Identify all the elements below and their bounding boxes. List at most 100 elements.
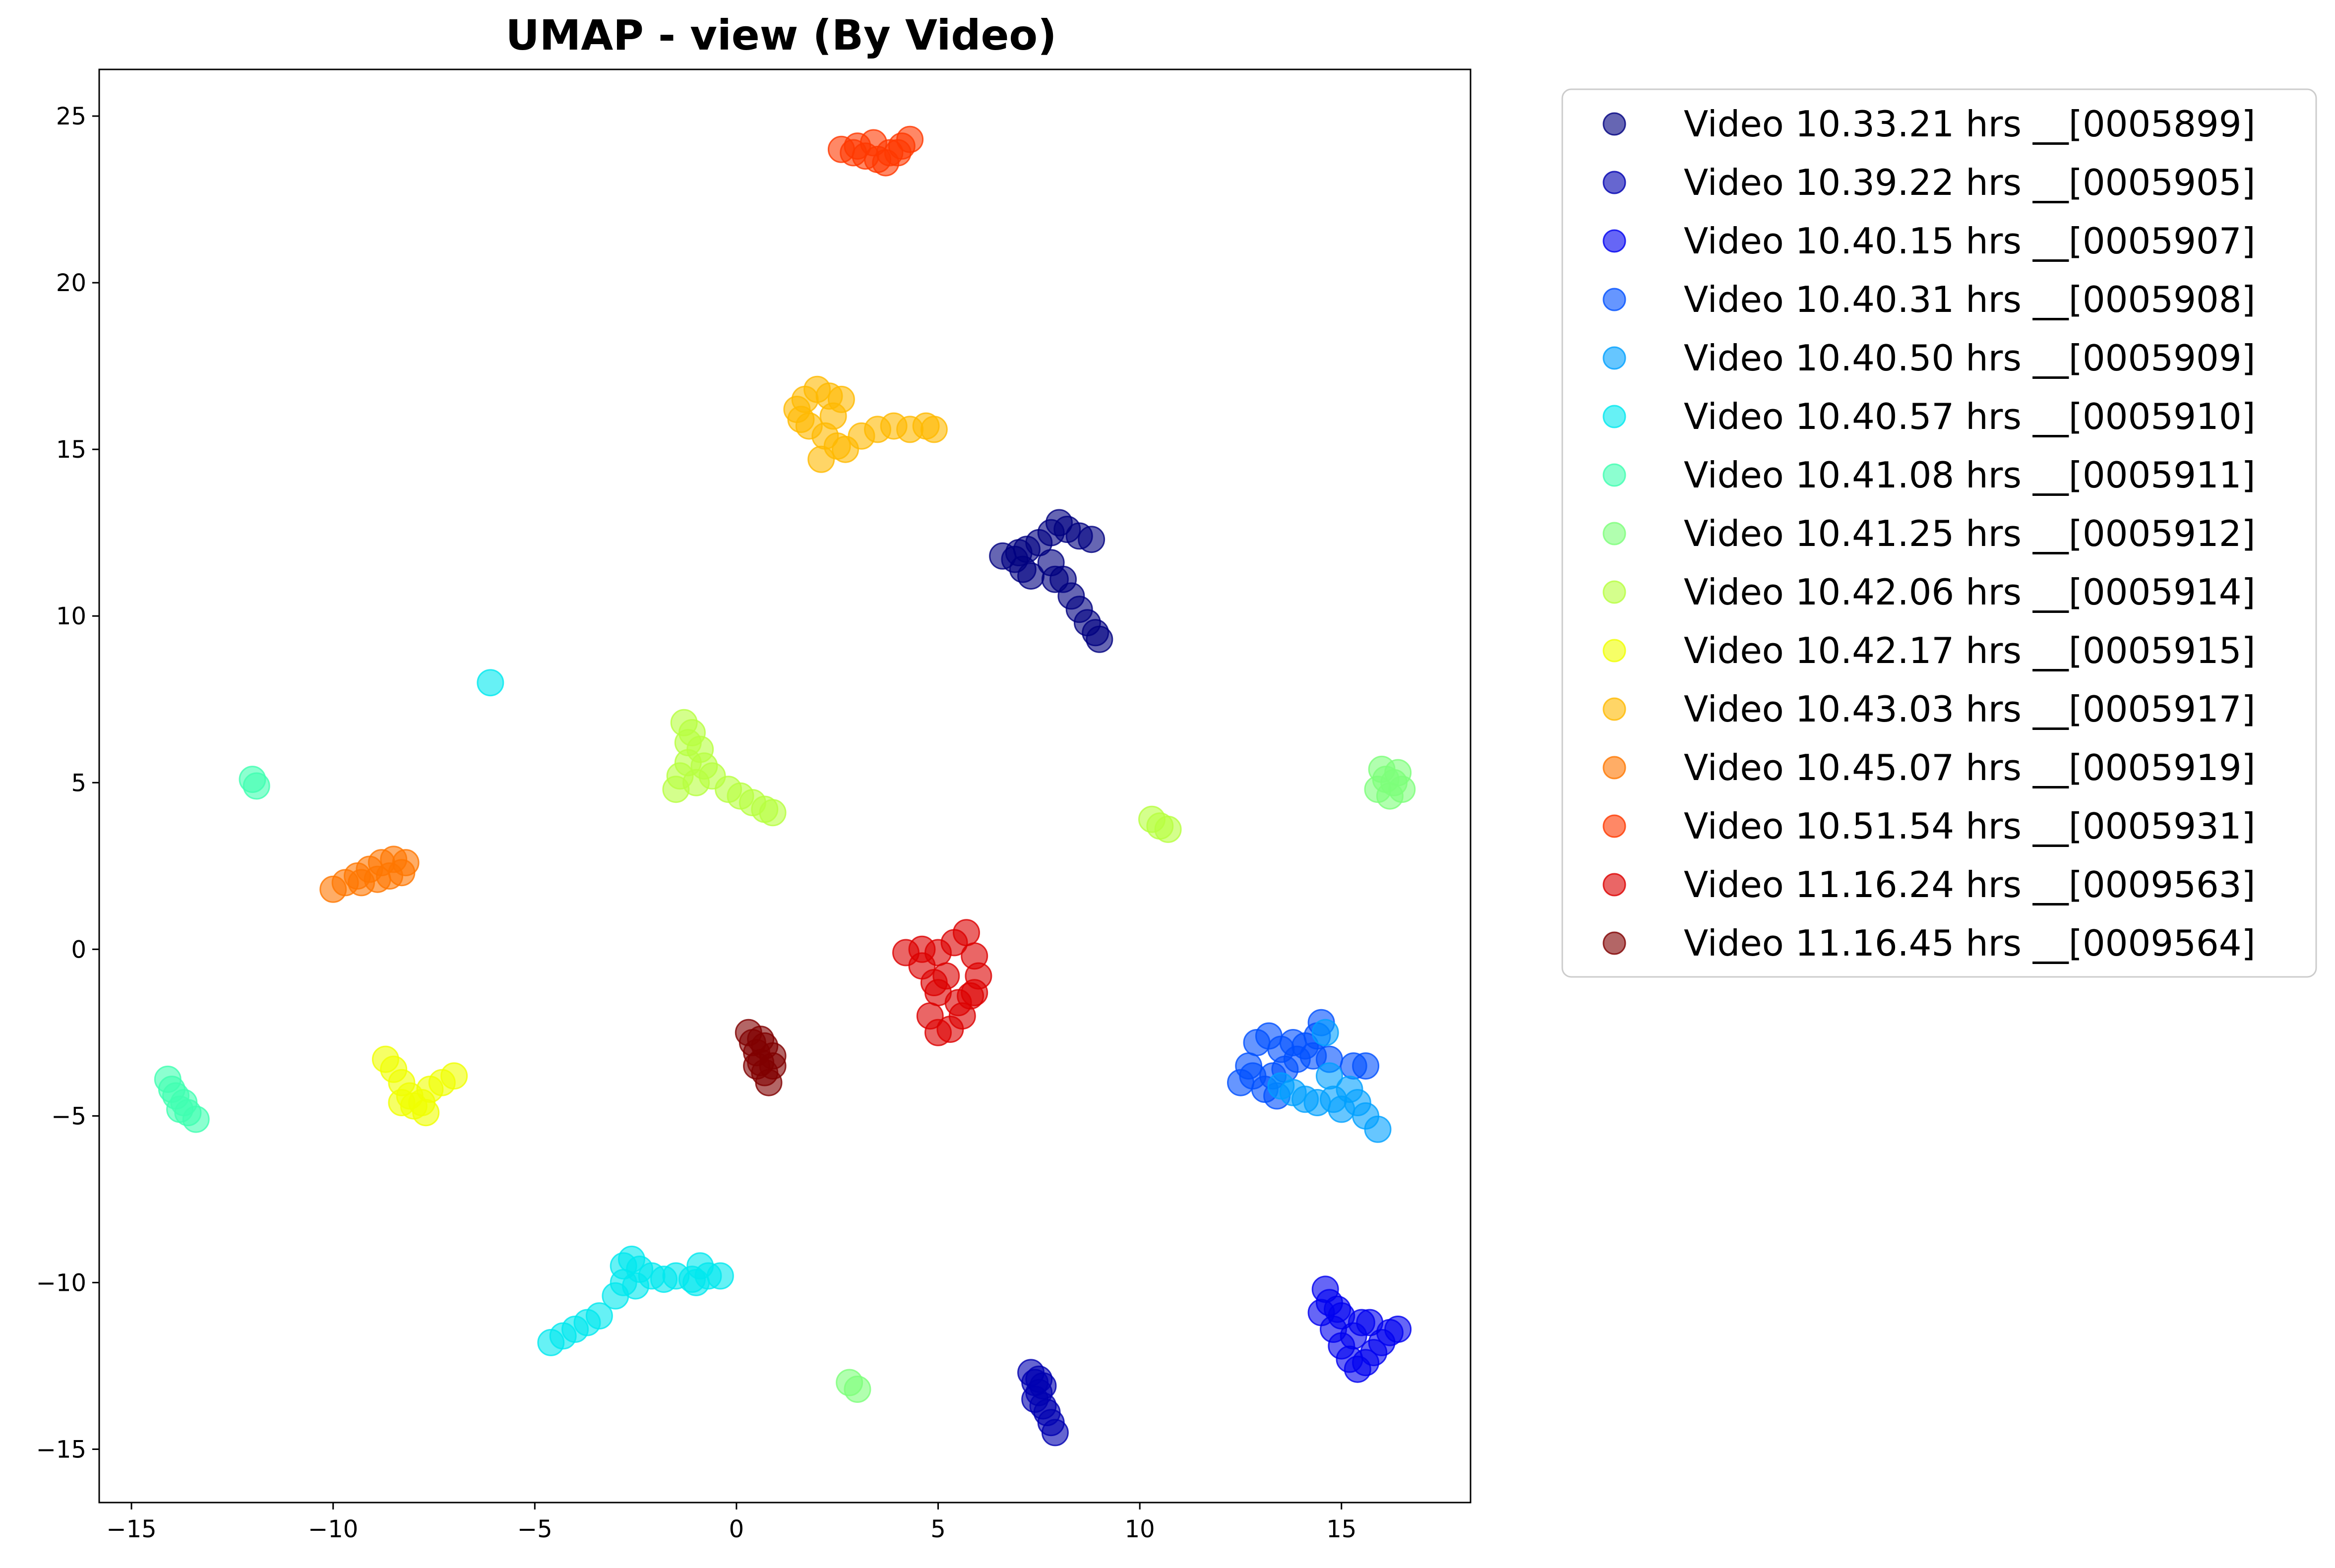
- data-point: [1315, 1062, 1343, 1090]
- series-video-10-45-07-hrs-0005919: [319, 845, 420, 903]
- data-point: [884, 139, 912, 167]
- y-tick-label: 5: [71, 769, 86, 797]
- data-point: [1340, 1322, 1367, 1350]
- legend-label: Video 11.16.24 hrs __[0009563]: [1684, 864, 2256, 905]
- y-tick-label: 15: [56, 436, 86, 464]
- legend-entry: Video 11.16.45 hrs __[0009564]: [1602, 922, 2256, 964]
- data-point: [844, 1376, 871, 1403]
- y-tick-label: 20: [56, 269, 86, 297]
- y-axis-ticks: −15 −10 −5 0 5 10 15 20 25: [36, 103, 99, 1463]
- data-point: [787, 406, 815, 433]
- legend-entry: Video 10.40.50 hrs __[0005909]: [1602, 337, 2256, 379]
- legend-marker: [1602, 580, 1626, 604]
- x-tick-label: −10: [308, 1515, 358, 1543]
- x-tick-label: −5: [517, 1515, 553, 1543]
- series-video-11-16-45-hrs-0009564: [735, 1019, 787, 1096]
- data-point: [1267, 1072, 1295, 1100]
- data-point: [243, 772, 270, 800]
- y-tick-label: −15: [36, 1436, 86, 1463]
- data-point: [682, 1268, 710, 1296]
- x-tick-label: −15: [106, 1515, 156, 1543]
- data-point: [1041, 565, 1069, 593]
- x-tick-label: 0: [729, 1515, 744, 1543]
- series-video-10-43-03-hrs-0005917: [783, 375, 948, 473]
- series-video-10-40-57-hrs-0005910: [477, 669, 734, 1356]
- y-tick-label: 25: [56, 103, 86, 130]
- legend-label: Video 10.51.54 hrs __[0005931]: [1684, 805, 2256, 847]
- data-point: [1352, 1052, 1380, 1080]
- legend-label: Video 10.41.08 hrs __[0005911]: [1684, 454, 2256, 496]
- legend-box: [1561, 88, 2317, 978]
- legend-entry: Video 10.42.06 hrs __[0005914]: [1602, 571, 2256, 613]
- data-point: [819, 402, 847, 430]
- data-point: [166, 1095, 194, 1123]
- data-point: [743, 1052, 771, 1080]
- x-tick-label: 5: [930, 1515, 946, 1543]
- series-video-10-41-08-hrs-0005911: [154, 766, 270, 1133]
- legend-label: Video 10.41.25 hrs __[0005912]: [1684, 513, 2256, 554]
- series-video-10-40-15-hrs-0005907: [1307, 1275, 1412, 1383]
- legend-marker: [1602, 873, 1626, 897]
- data-point: [1078, 526, 1106, 553]
- data-point: [961, 979, 988, 1007]
- data-point: [412, 1099, 440, 1127]
- data-point: [920, 969, 948, 996]
- legend-entry: Video 10.51.54 hrs __[0005931]: [1602, 805, 2256, 847]
- data-point: [807, 445, 835, 473]
- legend-marker: [1602, 346, 1626, 370]
- data-point: [348, 869, 375, 897]
- data-point: [388, 859, 416, 887]
- legend-label: Video 11.16.45 hrs __[0009564]: [1684, 922, 2256, 964]
- data-point: [916, 1002, 944, 1030]
- data-point: [622, 1272, 650, 1300]
- legend-entry: Video 10.42.17 hrs __[0005915]: [1602, 630, 2256, 671]
- legend-label: Video 10.42.17 hrs __[0005915]: [1684, 630, 2256, 671]
- legend-marker: [1602, 463, 1626, 487]
- data-point: [1311, 1019, 1339, 1046]
- plot-area: −15 −10 −5 0 5 10 15 −15 −10 −5 0 5 10 15 20 25: [36, 68, 1472, 1543]
- legend-marker: [1602, 229, 1626, 253]
- legend-entry: Video 11.16.24 hrs __[0009563]: [1602, 864, 2256, 905]
- axes-frame: [98, 68, 1472, 1504]
- legend-label: Video 10.39.22 hrs __[0005905]: [1684, 162, 2256, 203]
- legend-entry: Video 10.33.21 hrs __[0005899]: [1602, 103, 2256, 145]
- legend-label: Video 10.33.21 hrs __[0005899]: [1684, 103, 2256, 145]
- legend-marker: [1602, 522, 1626, 545]
- series-video-11-16-24-hrs-0009563: [892, 919, 992, 1046]
- y-tick-label: 0: [71, 936, 86, 964]
- data-point: [747, 1025, 775, 1053]
- data-point: [1005, 539, 1033, 566]
- legend-label: Video 10.42.06 hrs __[0005914]: [1684, 571, 2256, 613]
- legend-entry: Video 10.40.31 hrs __[0005908]: [1602, 279, 2256, 320]
- series-video-10-42-06-hrs-0005914: [662, 709, 1182, 843]
- scatter-points: [154, 125, 1416, 1447]
- data-point: [1388, 776, 1416, 803]
- legend-entry: Video 10.39.22 hrs __[0005905]: [1602, 162, 2256, 203]
- data-point: [953, 919, 980, 947]
- legend-label: Video 10.40.31 hrs __[0005908]: [1684, 279, 2256, 320]
- data-point: [844, 132, 871, 160]
- data-point: [1041, 1419, 1069, 1447]
- data-point: [477, 669, 504, 697]
- data-point: [706, 1262, 734, 1290]
- series-video-10-42-17-hrs-0005915: [371, 1045, 468, 1127]
- series-video-10-39-22-hrs-0005905: [1017, 1359, 1069, 1447]
- data-point: [585, 1302, 613, 1330]
- data-point: [1324, 1295, 1352, 1323]
- x-tick-label: 10: [1125, 1515, 1155, 1543]
- series-video-10-41-25-hrs-0005912: [836, 755, 1416, 1403]
- legend-marker: [1602, 405, 1626, 428]
- legend-entry: Video 10.45.07 hrs __[0005919]: [1602, 747, 2256, 788]
- data-point: [759, 799, 787, 827]
- y-tick-label: 10: [56, 603, 86, 630]
- series-video-10-51-54-hrs-0005931: [827, 125, 924, 177]
- legend-marker: [1602, 756, 1626, 780]
- series-video-10-40-50-hrs-0005909: [1267, 1019, 1392, 1143]
- legend-items: Video 10.33.21 hrs __[0005899] Video 10.3…: [1602, 103, 2256, 964]
- legend-marker: [1602, 931, 1626, 955]
- legend-entry: Video 10.43.03 hrs __[0005917]: [1602, 688, 2256, 730]
- data-point: [920, 416, 948, 443]
- legend-marker: [1602, 814, 1626, 838]
- y-tick-label: −5: [51, 1102, 86, 1130]
